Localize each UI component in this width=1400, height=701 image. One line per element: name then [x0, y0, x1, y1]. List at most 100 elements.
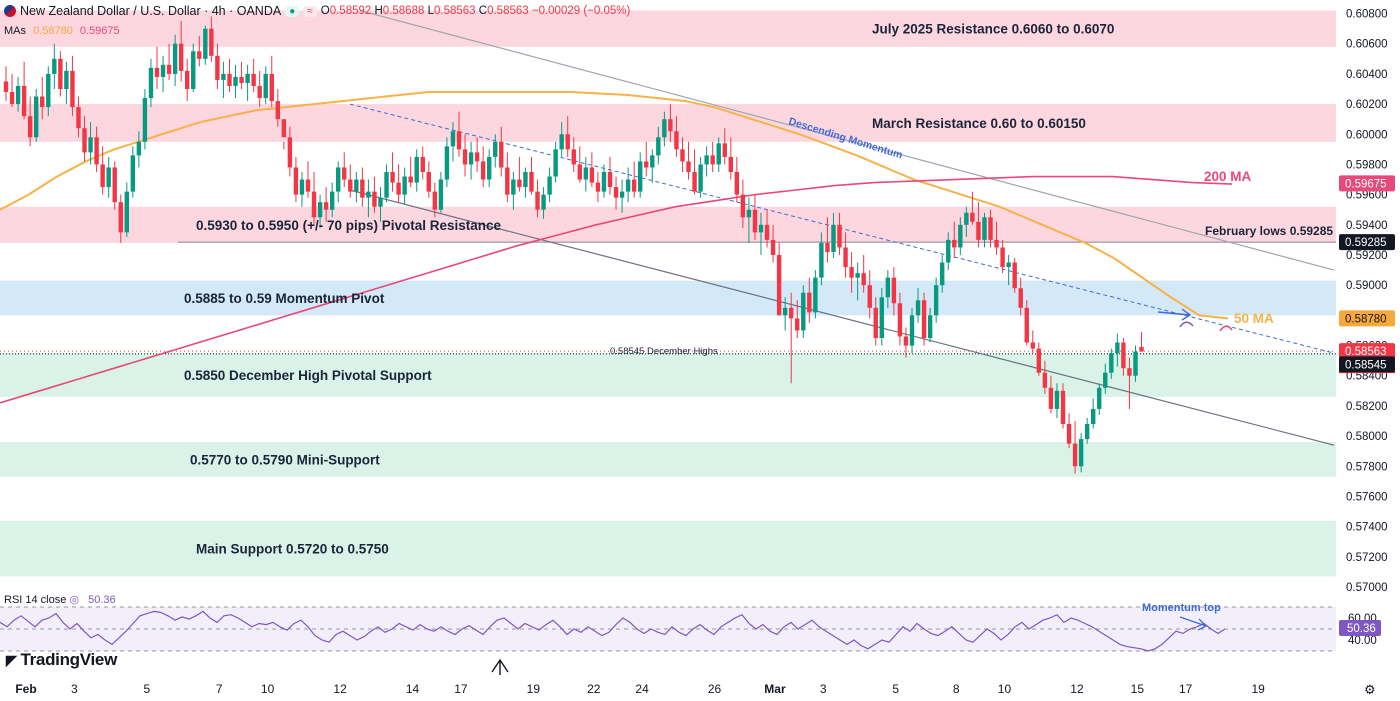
candle-body	[976, 221, 981, 240]
zone-band	[0, 280, 1336, 316]
candle-body	[855, 273, 860, 278]
zone-label: 0.5850 December High Pivotal Support	[184, 368, 432, 383]
candle-body	[438, 179, 444, 210]
candle-body	[100, 164, 105, 188]
candle-body	[553, 149, 558, 177]
mas-label: MAs	[4, 25, 26, 37]
candle-body	[1127, 368, 1132, 376]
x-tick-label: 22	[587, 682, 601, 696]
candle-body	[354, 179, 359, 192]
candle-body	[946, 239, 951, 263]
candle-body	[480, 161, 486, 180]
candle-body	[1091, 408, 1096, 425]
candle-body	[450, 131, 456, 147]
up-arrow-icon	[491, 658, 509, 675]
compare-icon[interactable]: ≈	[303, 5, 317, 17]
candle-body	[764, 224, 770, 240]
candle-body	[94, 137, 99, 165]
x-tick-label: 7	[216, 682, 223, 696]
zone-label: March Resistance 0.60 to 0.60150	[872, 116, 1086, 131]
candle-body	[487, 156, 492, 180]
y-tick-label: 0.60200	[1346, 99, 1388, 111]
candle-body	[329, 191, 335, 210]
candle-body	[336, 167, 341, 192]
ma50-price-tag-bg	[1339, 310, 1395, 327]
candle-body	[142, 98, 148, 142]
candle-body	[130, 155, 136, 192]
channel-lower-line	[349, 189, 1335, 446]
candle-body	[819, 242, 824, 278]
candle-body	[366, 191, 371, 198]
y-tick-label: 0.59200	[1346, 250, 1388, 262]
candle-body	[873, 307, 878, 338]
x-tick-label: 5	[143, 682, 150, 696]
candle-body	[789, 307, 794, 319]
y-tick-label: 0.57400	[1346, 522, 1388, 534]
candle-body	[432, 191, 438, 210]
ma200-line	[0, 175, 1233, 404]
symbol-title[interactable]: New Zealand Dollar / U.S. Dollar · 4h · …	[20, 4, 282, 18]
x-tick-label: 15	[1131, 682, 1145, 696]
candle-body	[559, 134, 564, 150]
y-tick-label: 0.60800	[1346, 9, 1388, 21]
candle-body	[589, 167, 595, 183]
x-tick-label: 17	[454, 682, 468, 696]
candle-body	[287, 137, 293, 168]
candle-body	[535, 191, 540, 210]
last-price-tag: 0.58563	[1345, 346, 1387, 358]
tradingview-logo-icon: ◤	[6, 652, 17, 668]
arrow-icon	[1157, 308, 1192, 321]
zone-band	[0, 520, 1336, 577]
close-value: 0.58563	[487, 5, 529, 17]
x-tick-label: Mar	[764, 682, 786, 696]
y-tick-label: 0.58400	[1346, 371, 1388, 383]
candle-body	[927, 315, 933, 338]
candle-body	[692, 172, 697, 192]
candle-body	[360, 179, 365, 198]
zone-label: Main Support 0.5720 to 0.5750	[196, 542, 389, 557]
candle-body	[565, 134, 570, 150]
candle-body	[245, 73, 250, 83]
candle-body	[444, 146, 450, 180]
candle-body	[1048, 387, 1054, 409]
candle-body	[203, 28, 208, 59]
ma200-label: 200 MA	[1204, 169, 1252, 184]
tradingview-logo[interactable]: ◤ TradingView	[6, 650, 117, 670]
candle-body	[58, 58, 63, 89]
candle-body	[668, 119, 673, 132]
x-tick-label: 19	[527, 682, 541, 696]
candle-body	[631, 179, 637, 192]
rsi-legend[interactable]: RSI 14 close ◎ 50.36	[4, 593, 116, 606]
mas-legend[interactable]: MAs 0.58780 0.59675	[4, 25, 120, 37]
candle-body	[595, 182, 601, 192]
market-status-icon[interactable]: ●	[285, 5, 300, 17]
candle-body	[571, 149, 576, 165]
candle-body	[1036, 348, 1042, 373]
zone-label: 0.5885 to 0.59 Momentum Pivot	[184, 291, 385, 306]
feb-lows-price-tag: 0.59285	[1345, 237, 1387, 249]
zone-label: 0.5930 to 0.5950 (+/- 70 pips) Pivotal R…	[196, 218, 502, 233]
candle-body	[1133, 351, 1138, 376]
y-tick-label: 0.57000	[1346, 582, 1388, 594]
x-tick-label: 26	[708, 682, 722, 696]
candle-body	[837, 224, 842, 248]
rsi-label: RSI 14 close	[4, 594, 67, 606]
candle-body	[468, 152, 474, 165]
candle-body	[493, 141, 498, 157]
rsi-value-tag: 50.36	[1347, 623, 1376, 635]
y-tick-label: 0.57800	[1346, 461, 1388, 473]
candle-body	[1030, 342, 1035, 349]
candle-body	[740, 194, 746, 218]
x-tick-label: 19	[1251, 682, 1265, 696]
candle-body	[1024, 307, 1029, 343]
candle-body	[662, 119, 667, 138]
candle-body	[861, 273, 866, 286]
candle-body	[1072, 443, 1078, 467]
feb-lows-label: February lows 0.59285	[1205, 224, 1333, 238]
y-tick-label: 0.60400	[1346, 69, 1388, 81]
candle-body	[148, 67, 154, 99]
candle-body	[547, 176, 552, 195]
candle-body	[1078, 439, 1084, 467]
candle-body	[770, 239, 776, 255]
